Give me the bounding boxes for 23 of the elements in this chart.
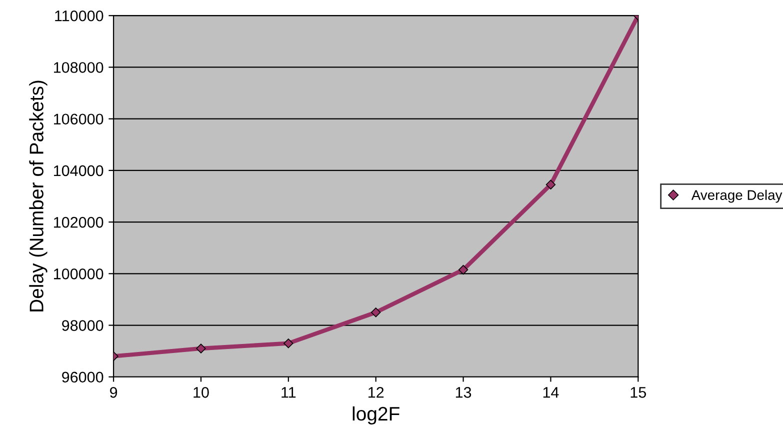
y-tick-label: 108000 <box>54 62 104 73</box>
x-tick-label: 15 <box>630 387 646 398</box>
x-tick-label: 9 <box>110 386 118 398</box>
point <box>546 180 556 190</box>
y-tick-label: 96000 <box>62 372 104 383</box>
point <box>371 308 381 318</box>
point <box>196 344 206 354</box>
y-tick-label: 106000 <box>54 114 104 125</box>
x-axis-title: log2F <box>352 406 400 425</box>
y-tick-label: 110000 <box>55 10 104 22</box>
point <box>458 264 468 275</box>
y-tick-label: 104000 <box>54 165 104 176</box>
y-tick-label: 98000 <box>62 320 104 331</box>
y-tick-label: 102000 <box>54 216 104 228</box>
y-tick-label: 100000 <box>54 268 104 280</box>
point <box>284 338 294 348</box>
legend-label: Average Delay <box>691 190 782 203</box>
x-tick-label: 13 <box>456 386 472 398</box>
x-tick-label: 10 <box>194 386 209 398</box>
y-axis-title: Delay (Number of Packets) <box>29 80 48 312</box>
x-tick-label: 11 <box>282 387 296 398</box>
x-tick-label: 12 <box>368 386 384 398</box>
x-tick-label: 14 <box>543 387 559 398</box>
